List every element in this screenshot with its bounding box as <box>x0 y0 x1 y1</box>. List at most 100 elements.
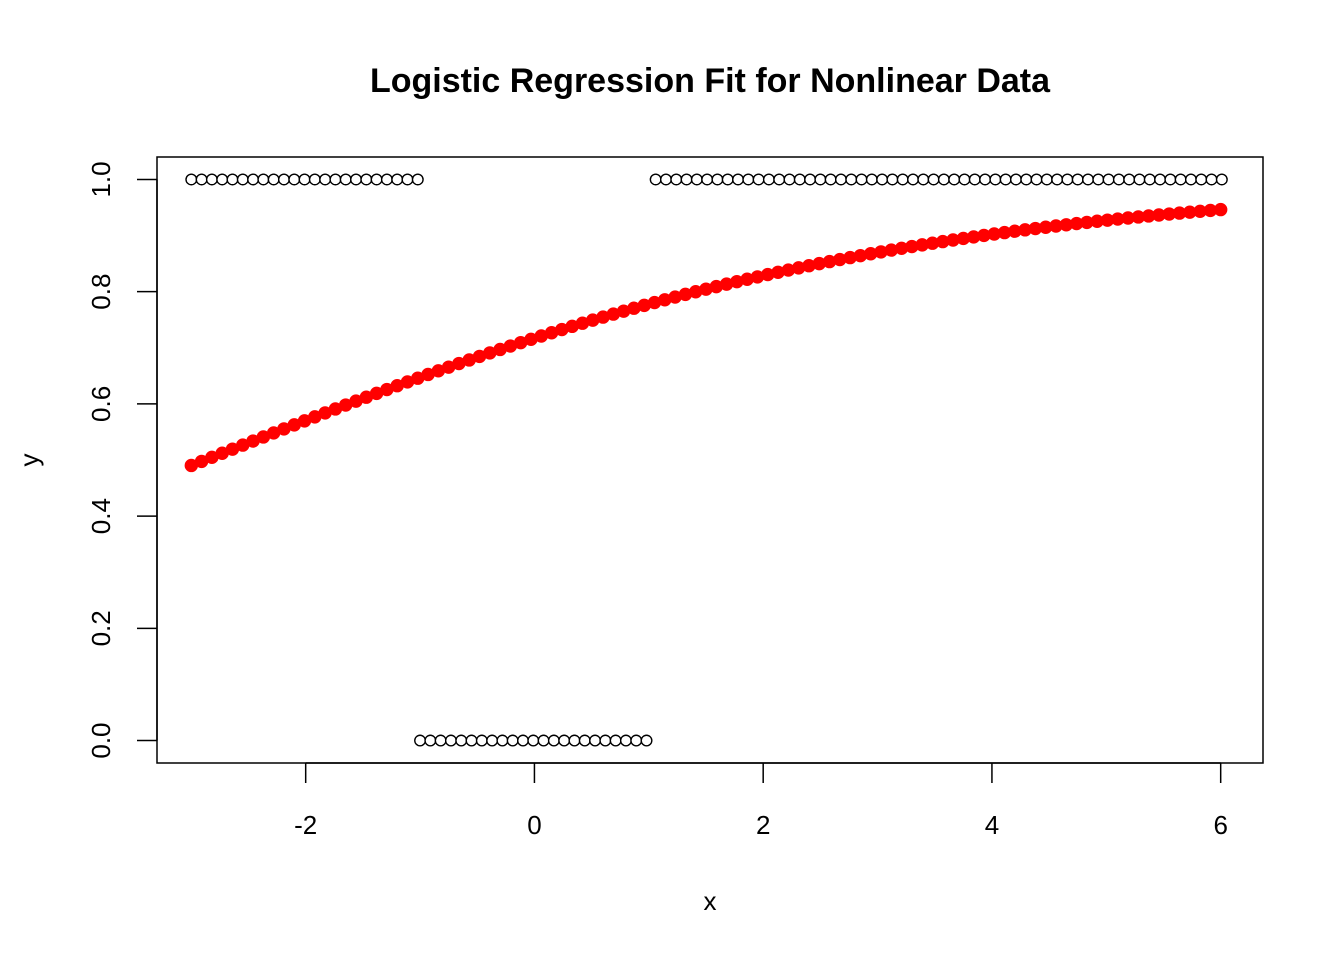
observed-point <box>1174 173 1187 186</box>
observed-point <box>257 173 270 186</box>
y-tick-label: 0.0 <box>86 722 116 758</box>
x-tick-label: 2 <box>756 810 770 840</box>
observed-point <box>1082 173 1095 186</box>
observed-point <box>1020 173 1033 186</box>
chart-title: Logistic Regression Fit for Nonlinear Da… <box>370 62 1051 100</box>
observed-point <box>455 734 468 747</box>
observed-point <box>804 173 817 186</box>
observed-point <box>247 173 260 186</box>
observed-point <box>948 173 961 186</box>
observed-point <box>185 173 198 186</box>
observed-point <box>896 173 909 186</box>
observed-point <box>537 734 550 747</box>
observed-point <box>824 173 837 186</box>
observed-point <box>578 734 591 747</box>
observed-point <box>989 173 1002 186</box>
observed-point <box>516 734 529 747</box>
observed-point <box>339 173 352 186</box>
observed-point <box>414 734 427 747</box>
observed-point <box>619 734 632 747</box>
observed-point <box>1123 173 1136 186</box>
observed-point <box>732 173 745 186</box>
observed-point <box>1215 173 1228 186</box>
y-axis: 0.0 0.2 0.4 0.6 0.8 1.0 <box>86 161 158 759</box>
observed-point <box>205 173 218 186</box>
x-tick-label: 6 <box>1213 810 1227 840</box>
observed-point <box>814 173 827 186</box>
observed-point <box>927 173 940 186</box>
observed-point <box>236 173 249 186</box>
observed-point <box>783 173 796 186</box>
y-tick-label: 0.2 <box>86 610 116 646</box>
observed-point <box>917 173 930 186</box>
x-tick-label: 0 <box>527 810 541 840</box>
observed-point <box>1143 173 1156 186</box>
observed-point <box>216 173 229 186</box>
observed-point <box>690 173 703 186</box>
observed-point <box>1154 173 1167 186</box>
observed-point <box>1051 173 1064 186</box>
x-tick-label: 4 <box>985 810 999 840</box>
observed-point <box>855 173 868 186</box>
observed-point <box>659 173 672 186</box>
observed-point <box>845 173 858 186</box>
observed-point <box>401 173 414 186</box>
observed-point <box>907 173 920 186</box>
observed-point <box>793 173 806 186</box>
observed-point <box>721 173 734 186</box>
observed-point <box>876 173 889 186</box>
observed-point <box>277 173 290 186</box>
observed-point <box>370 173 383 186</box>
observed-point <box>411 173 424 186</box>
observed-point <box>527 734 540 747</box>
observed-point <box>1102 173 1115 186</box>
observed-point <box>886 173 899 186</box>
observed-point <box>506 734 519 747</box>
observed-point <box>1009 173 1022 186</box>
x-axis-label: x <box>704 886 717 916</box>
observed-point <box>1040 173 1053 186</box>
observed-point <box>267 173 280 186</box>
observed-point <box>319 173 332 186</box>
observed-point <box>1164 173 1177 186</box>
observed-point <box>742 173 755 186</box>
observed-point <box>329 173 342 186</box>
observed-points <box>185 173 1228 747</box>
observed-point <box>680 173 693 186</box>
observed-point <box>360 173 373 186</box>
y-tick-label: 0.4 <box>86 498 116 534</box>
observed-point <box>547 734 560 747</box>
observed-point <box>762 173 775 186</box>
observed-point <box>630 734 643 747</box>
observed-point <box>434 734 447 747</box>
observed-point <box>496 734 509 747</box>
fitted-points <box>184 202 1228 473</box>
observed-point <box>350 173 363 186</box>
observed-point <box>568 734 581 747</box>
y-axis-label: y <box>14 454 44 467</box>
observed-point <box>773 173 786 186</box>
observed-point <box>475 734 488 747</box>
observed-point <box>834 173 847 186</box>
observed-point <box>288 173 301 186</box>
x-axis: -2 0 2 4 6 <box>294 762 1228 840</box>
observed-point <box>558 734 571 747</box>
observed-point <box>1071 173 1084 186</box>
observed-point <box>968 173 981 186</box>
y-tick-label: 0.6 <box>86 386 116 422</box>
observed-point <box>1112 173 1125 186</box>
y-tick-label: 1.0 <box>86 161 116 197</box>
observed-point <box>298 173 311 186</box>
observed-point <box>424 734 437 747</box>
observed-point <box>195 173 208 186</box>
plot-frame <box>156 156 1264 764</box>
observed-point <box>937 173 950 186</box>
y-tick-label: 0.8 <box>86 274 116 310</box>
observed-point <box>979 173 992 186</box>
observed-point <box>865 173 878 186</box>
observed-point <box>589 734 602 747</box>
observed-point <box>711 173 724 186</box>
observed-point <box>1184 173 1197 186</box>
observed-point <box>1205 173 1218 186</box>
